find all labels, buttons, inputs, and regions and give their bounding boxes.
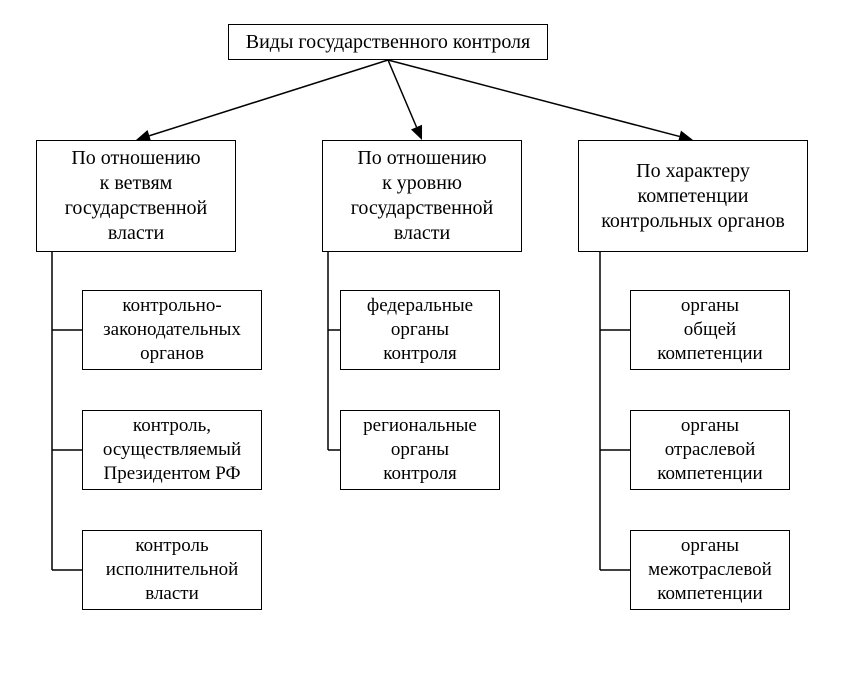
node-label: Виды государственного контроля [246,30,531,55]
node-b2c1: федеральныеорганыконтроля [340,290,500,370]
node-b3c3: органымежотраслевойкомпетенции [630,530,790,610]
node-branch1: По отношениюк ветвямгосударственнойвласт… [36,140,236,252]
node-label: По характерукомпетенцииконтрольных орган… [601,159,785,234]
node-label: контрольисполнительнойвласти [106,534,239,605]
node-label: контрольно-законодательныхорганов [103,294,241,365]
node-branch2: По отношениюк уровнюгосударственнойвласт… [322,140,522,252]
node-b2c2: региональныеорганыконтроля [340,410,500,490]
node-b1c2: контроль,осуществляемыйПрезидентом РФ [82,410,262,490]
node-b1c3: контрольисполнительнойвласти [82,530,262,610]
diagram-canvas: Виды государственного контроля По отношен… [0,0,849,699]
node-label: По отношениюк ветвямгосударственнойвласт… [65,146,208,246]
node-label: органыотраслевойкомпетенции [657,414,762,485]
node-label: контроль,осуществляемыйПрезидентом РФ [103,414,241,485]
node-root: Виды государственного контроля [228,24,548,60]
node-label: региональныеорганыконтроля [363,414,477,485]
node-branch3: По характерукомпетенцииконтрольных орган… [578,140,808,252]
node-b1c1: контрольно-законодательныхорганов [82,290,262,370]
node-b3c2: органыотраслевойкомпетенции [630,410,790,490]
node-label: По отношениюк уровнюгосударственнойвласт… [351,146,494,246]
node-label: органымежотраслевойкомпетенции [648,534,772,605]
node-label: федеральныеорганыконтроля [367,294,473,365]
node-b3c1: органыобщейкомпетенции [630,290,790,370]
node-label: органыобщейкомпетенции [657,294,762,365]
